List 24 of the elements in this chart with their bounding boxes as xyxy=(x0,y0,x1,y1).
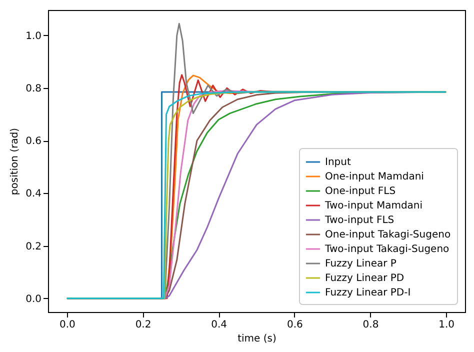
legend-label: Two-input Mamdani xyxy=(324,200,423,212)
y-tick-label: 0.2 xyxy=(26,241,42,252)
legend-label: Input xyxy=(325,157,351,168)
y-tick-label: 0.4 xyxy=(26,188,42,200)
legend-label: One-input FLS xyxy=(325,186,396,197)
y-tick-label: 0.0 xyxy=(26,294,42,305)
x-tick-label: 0.6 xyxy=(286,320,303,330)
legend-label: Fuzzy Linear PD-I xyxy=(325,288,411,298)
y-tick-label: 0.6 xyxy=(26,136,42,148)
x-axis-title: time (s) xyxy=(238,334,276,344)
x-tick-label: 0.4 xyxy=(211,320,228,330)
y-axis-title: position (rad) xyxy=(10,128,21,196)
legend-label: Fuzzy Linear PD xyxy=(325,273,404,284)
legend-label: One-input Mamdani xyxy=(325,172,424,182)
legend-label: One-input Takagi-Sugeno xyxy=(325,230,451,240)
x-tick-label: 0.0 xyxy=(60,320,76,330)
x-tick-label: 0.8 xyxy=(362,320,379,330)
legend-label: Two-input FLS xyxy=(324,215,394,226)
x-tick-label: 0.2 xyxy=(135,320,152,330)
y-tick-label: 0.8 xyxy=(26,84,42,95)
y-tick-label: 1.0 xyxy=(26,30,42,42)
legend-label: Fuzzy Linear P xyxy=(325,258,396,270)
legend-label: Two-input Takagi-Sugeno xyxy=(324,244,450,255)
x-tick-label: 1.0 xyxy=(438,320,454,330)
